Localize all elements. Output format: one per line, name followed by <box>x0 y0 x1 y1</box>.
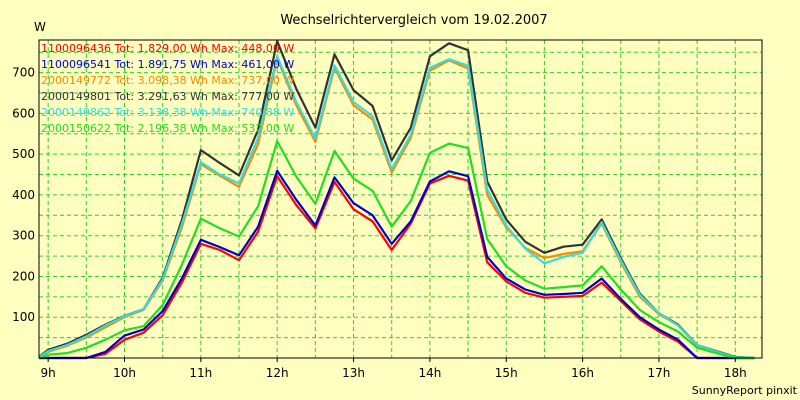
y-tick-label: 700 <box>12 66 35 80</box>
x-tick-label: 9h <box>41 366 56 380</box>
legend-entry-2000149801: 2000149801 Tot: 3.291,63 Wh Max: 777,00 … <box>41 90 294 103</box>
y-tick-label: 100 <box>12 310 35 324</box>
chart-title: Wechselrichtervergleich vom 19.02.2007 <box>280 13 547 28</box>
credit-text: SunnyReport pinxit <box>692 384 798 397</box>
x-tick-label: 18h <box>724 366 747 380</box>
series-line-1100096541 <box>39 169 755 360</box>
legend-entry-1100096541: 1100096541 Tot: 1.891,75 Wh Max: 461,00 … <box>41 58 294 71</box>
x-tick-label: 17h <box>647 366 670 380</box>
series-line-2000149862 <box>38 55 755 360</box>
legend-entry-2000150622: 2000150622 Tot: 2.196,38 Wh Max: 532,00 … <box>41 122 294 135</box>
series-line-2000150622 <box>38 140 755 360</box>
y-tick-label: 400 <box>12 188 35 202</box>
x-tick-label: 16h <box>571 366 594 380</box>
legend-entry-2000149772: 2000149772 Tot: 3.098,38 Wh Max: 737,00 … <box>41 74 294 87</box>
y-tick-label: 200 <box>12 269 35 283</box>
x-tick-label: 14h <box>418 366 441 380</box>
y-tick-label: 600 <box>12 106 35 120</box>
y-tick-label: 300 <box>12 229 35 243</box>
x-axis-ticks: 9h 10h 11h 12h 13h 14h 15h 16h 17h 18h <box>41 358 747 380</box>
series-lines <box>38 40 755 360</box>
legend-entry-1100096436: 1100096436 Tot: 1.829,00 Wh Max: 448,00 … <box>41 42 294 55</box>
plot-border <box>38 39 763 359</box>
x-tick-label: 15h <box>495 366 518 380</box>
y-axis-ticks: 100 200 300 400 500 600 700 <box>12 66 35 325</box>
x-tick-label: 11h <box>189 366 212 380</box>
y-tick-label: 500 <box>12 147 35 161</box>
x-tick-label: 10h <box>113 366 136 380</box>
legend: 1100096436 Tot: 1.829,00 Wh Max: 448,00 … <box>41 42 294 135</box>
legend-entry-2000149862: 2000149862 Tot: 3.138,38 Wh Max: 740,88 … <box>41 106 294 119</box>
x-tick-label: 13h <box>342 366 365 380</box>
x-tick-label: 12h <box>266 366 289 380</box>
y-axis-label: W <box>34 20 46 34</box>
series-line-1100096436 <box>39 174 755 360</box>
